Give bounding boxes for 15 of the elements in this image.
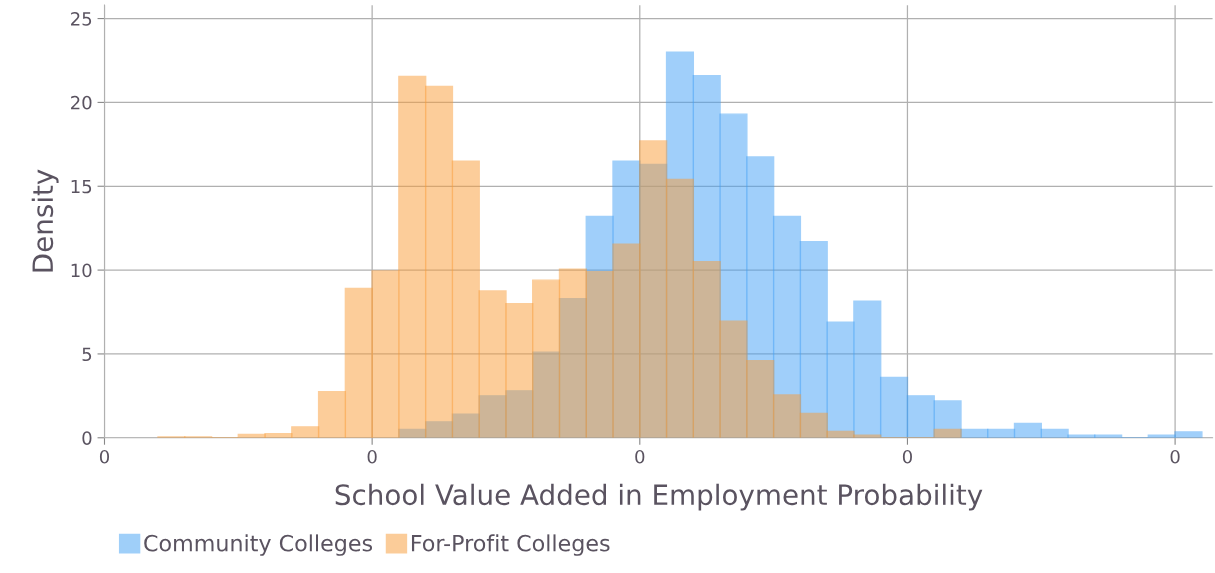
- x-axis-title: School Value Added in Employment Probability: [335, 483, 983, 511]
- legend-label: For-Profit Colleges: [411, 534, 610, 556]
- y-axis-title: Density: [31, 169, 59, 272]
- y-tick-label: 10: [71, 263, 92, 278]
- y-tick-label: 0: [82, 431, 92, 445]
- x-tick-label: 0: [1170, 449, 1180, 464]
- y-tick-label: 15: [71, 179, 92, 194]
- legend-label: Community Colleges: [144, 534, 373, 556]
- x-tick-label: 0: [635, 449, 645, 464]
- x-tick-label: 0: [902, 449, 912, 464]
- y-tick-label: 5: [82, 347, 92, 362]
- x-tick-label: 0: [99, 449, 110, 464]
- y-tick-label: 20: [71, 95, 92, 110]
- x-tick-label: 0: [367, 449, 377, 464]
- y-tick-label: 25: [71, 12, 92, 26]
